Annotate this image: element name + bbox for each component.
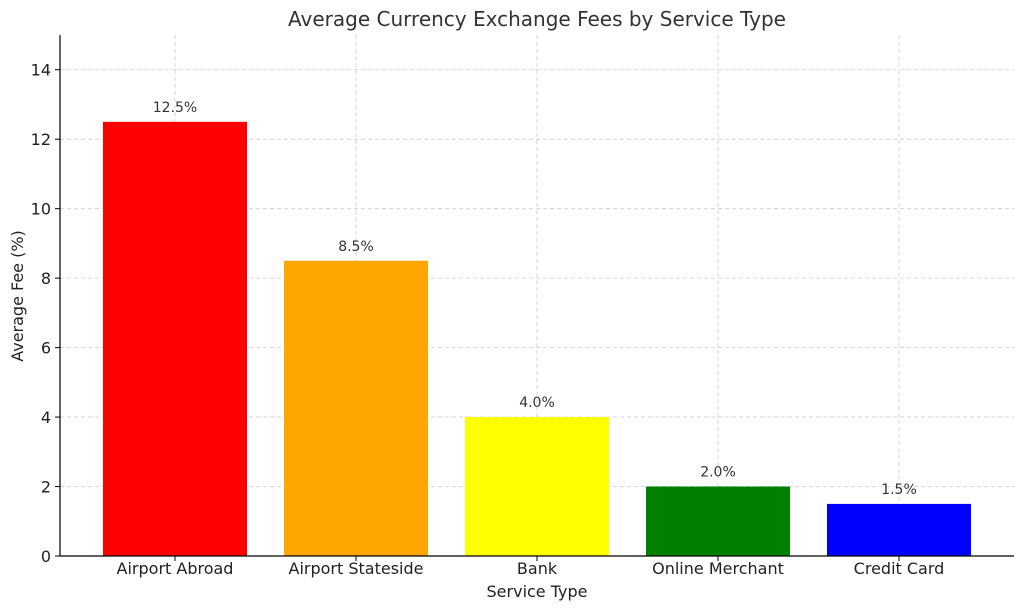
y-tick-label: 14 — [31, 61, 51, 80]
labels-layer: Airport Abroad 12.5% Airport Stateside 8.5%… — [117, 100, 945, 578]
bar-value-label: 8.5% — [338, 239, 374, 255]
bar-airport-abroad — [103, 121, 247, 556]
x-tick-label: Bank — [517, 559, 558, 578]
bar-value-label: 1.5% — [881, 482, 917, 498]
x-tick-label: Online Merchant — [652, 559, 784, 578]
bar-credit-card — [827, 503, 971, 556]
ticks-layer: 0 2 4 6 8 10 12 14 — [31, 61, 900, 566]
y-tick-label: 12 — [31, 130, 51, 149]
y-axis-label: Average Fee (%) — [8, 230, 27, 362]
x-tick-label: Airport Abroad — [117, 559, 234, 578]
x-axis-label: Service Type — [487, 582, 588, 601]
chart-title: Average Currency Exchange Fees by Servic… — [288, 7, 786, 31]
bar-value-label: 12.5% — [153, 100, 197, 116]
bar-value-label: 2.0% — [700, 465, 736, 481]
y-tick-label: 6 — [41, 339, 51, 358]
bar-airport-stateside — [284, 260, 428, 556]
bars-layer — [103, 121, 971, 556]
bar-online-merchant — [646, 486, 790, 556]
y-tick-label: 4 — [41, 408, 51, 427]
x-tick-label: Credit Card — [854, 559, 945, 578]
bar-bank — [465, 417, 609, 556]
y-tick-label: 2 — [41, 478, 51, 497]
x-tick-label: Airport Stateside — [289, 559, 424, 578]
y-tick-label: 10 — [31, 200, 51, 219]
y-tick-label: 0 — [41, 547, 51, 566]
y-tick-label: 8 — [41, 269, 51, 288]
bar-value-label: 4.0% — [519, 395, 555, 411]
